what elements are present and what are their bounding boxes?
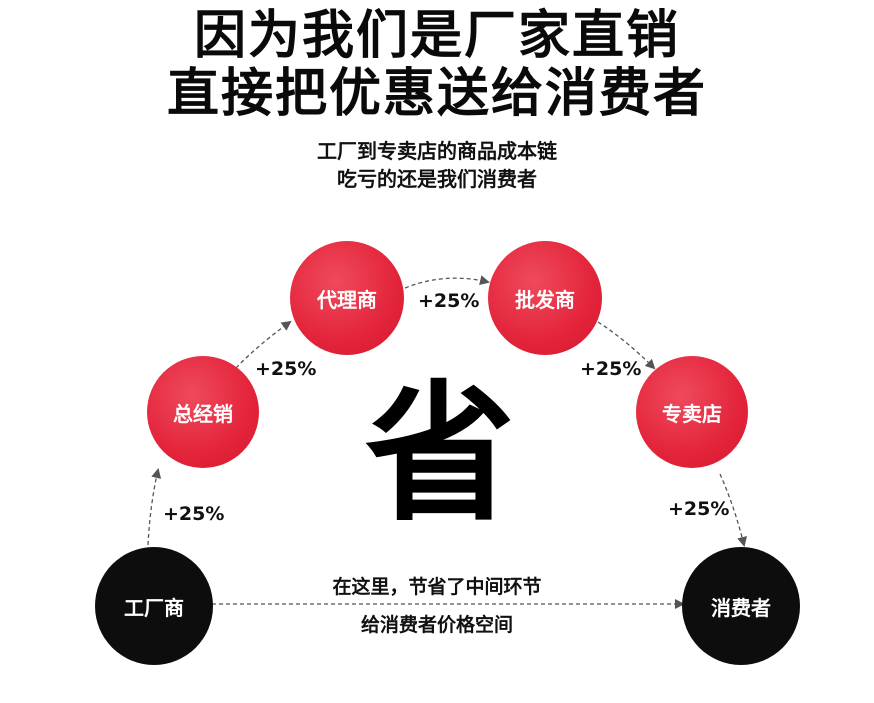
markup-agent-to-wholesaler: +25% xyxy=(418,290,480,312)
markup-general-to-agent: +25% xyxy=(255,358,317,380)
save-character: 省 xyxy=(364,368,515,542)
node-consumer-label: 消费者 xyxy=(711,595,771,620)
markup-store-to-consumer: +25% xyxy=(668,498,730,520)
markup-factory-to-general: +25% xyxy=(163,503,225,525)
arrow-factory-to-general xyxy=(147,468,162,546)
bottom-note-line-1: 在这里，节省了中间环节 xyxy=(332,576,542,598)
node-general-distributor-label: 总经销 xyxy=(173,401,233,426)
node-store: 专卖店 xyxy=(636,356,748,468)
node-wholesaler-label: 批发商 xyxy=(515,287,575,312)
node-general-distributor: 总经销 xyxy=(147,356,259,468)
node-factory: 工厂商 xyxy=(95,547,213,665)
headline-line-2: 直接把优惠送给消费者 xyxy=(166,64,707,124)
arrow-general-to-agent xyxy=(235,320,292,369)
node-consumer: 消费者 xyxy=(682,547,800,665)
node-store-label: 专卖店 xyxy=(662,401,722,426)
node-wholesaler: 批发商 xyxy=(488,241,602,355)
arrow-store-to-consumer xyxy=(719,473,747,547)
node-agent: 代理商 xyxy=(290,241,404,355)
markup-wholesaler-to-store: +25% xyxy=(580,358,642,380)
arrow-agent-to-wholesaler xyxy=(404,275,490,289)
headline-line-1: 因为我们是厂家直销 xyxy=(193,6,680,66)
subheading-line-2: 吃亏的还是我们消费者 xyxy=(337,167,537,191)
node-factory-label: 工厂商 xyxy=(124,595,184,620)
node-agent-label: 代理商 xyxy=(317,287,377,312)
arrow-wholesaler-to-store xyxy=(597,321,656,370)
bottom-note-line-2: 给消费者价格空间 xyxy=(360,614,513,636)
subheading-line-1: 工厂到专卖店的商品成本链 xyxy=(317,139,557,163)
